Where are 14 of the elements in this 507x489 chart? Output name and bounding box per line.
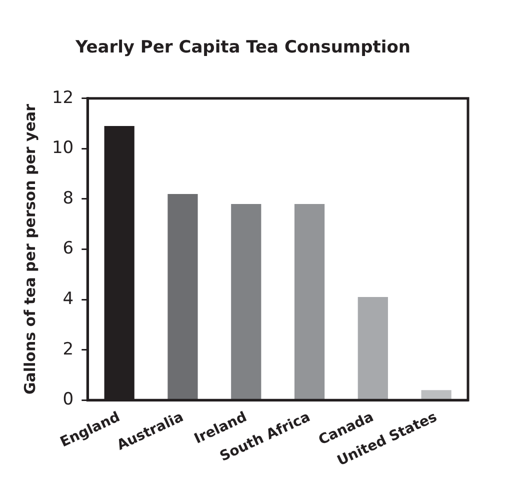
y-tick-label: 6 — [62, 238, 74, 259]
y-tick-label: 0 — [62, 390, 74, 410]
chart-title: Yearly Per Capita Tea Consumption — [74, 38, 411, 58]
bar — [421, 390, 452, 400]
y-tick-label: 12 — [52, 88, 74, 108]
bar — [358, 297, 388, 400]
y-tick-label: 4 — [62, 288, 74, 309]
bar — [168, 194, 198, 400]
y-tick-label: 10 — [52, 138, 74, 158]
bar — [231, 204, 262, 400]
bar — [294, 204, 325, 400]
y-axis-title: Gallons of tea per person per year — [20, 103, 39, 395]
y-tick-label: 8 — [62, 188, 74, 208]
y-tick-label: 2 — [62, 339, 74, 360]
